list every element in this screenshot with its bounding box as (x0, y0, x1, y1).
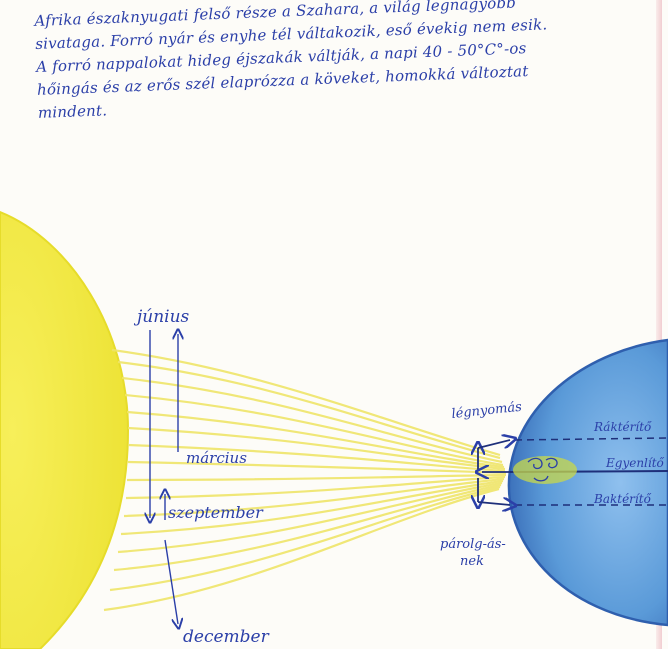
sun-ray (124, 393, 504, 467)
sun-ray (127, 460, 507, 475)
sahara-band (513, 456, 577, 484)
sun-ray (120, 479, 504, 536)
arrow-right-icon (477, 502, 510, 505)
sun-shape (0, 210, 130, 649)
sun-ray (117, 360, 501, 460)
label-south-tropic: Baktérítő (593, 492, 652, 506)
label-evaporation: párolg-ás- (440, 537, 506, 552)
sun-ray (126, 473, 507, 482)
sun-ray (111, 348, 501, 457)
label-air-rising: légnyomás (451, 400, 523, 422)
surface-arrows (478, 440, 512, 505)
sun-rays (103, 348, 507, 612)
page-margin-line (656, 0, 662, 649)
sun-ray (126, 410, 505, 469)
month-label-december: december (183, 627, 270, 647)
sun-ray (127, 426, 506, 471)
air-swirl-icon (527, 457, 558, 482)
earth-shape (507, 338, 668, 627)
sun-ray (113, 483, 502, 572)
north-tropic-line (514, 437, 668, 441)
label-north-tropic: Ráktérítő (593, 420, 652, 434)
label-evaporation-suffix: nek (460, 554, 484, 569)
label-equator: Egyenlítő (605, 456, 665, 470)
sun-ray (125, 475, 506, 500)
sun-ray (123, 477, 505, 518)
sun-ray (127, 443, 506, 473)
arrow-down-icon (164, 539, 178, 624)
sun-ray (103, 487, 500, 612)
month-label-march: március (186, 449, 247, 467)
month-arrows (150, 330, 178, 624)
sun-ray (117, 481, 503, 554)
month-label-june: június (133, 307, 190, 327)
sun-ray (121, 376, 503, 464)
arrow-right-icon (477, 440, 510, 449)
month-label-september: szeptember (168, 503, 264, 522)
